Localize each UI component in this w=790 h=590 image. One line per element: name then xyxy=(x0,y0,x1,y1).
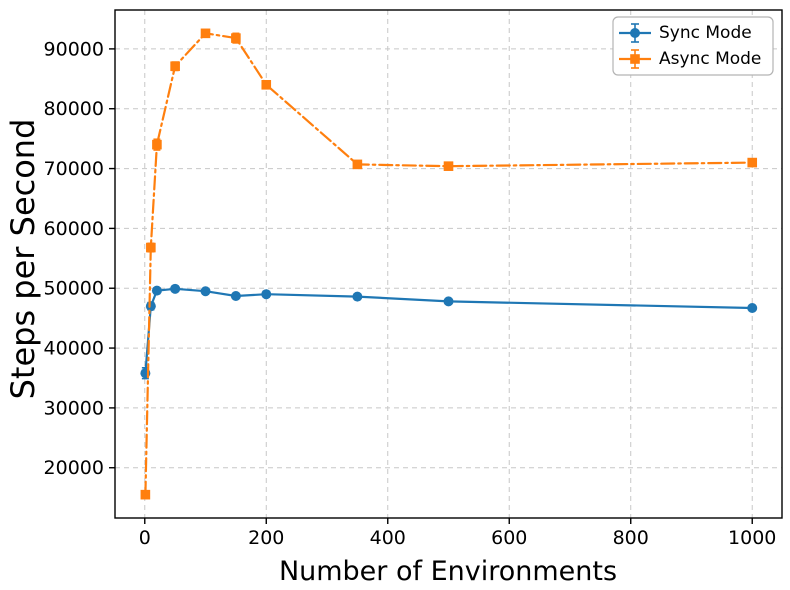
y-tick-label: 90000 xyxy=(44,38,104,60)
async-mode-marker xyxy=(231,33,241,43)
sync-mode-marker xyxy=(230,291,241,302)
plot-frame xyxy=(114,9,783,519)
y-axis-label: Steps per Second xyxy=(4,119,42,400)
sync-mode-marker xyxy=(261,289,272,300)
y-tick-label: 50000 xyxy=(44,278,104,300)
x-tick-label: 1000 xyxy=(728,527,776,549)
legend-box xyxy=(612,16,774,76)
sync-mode-marker xyxy=(443,296,454,307)
y-tick-label: 60000 xyxy=(44,218,104,240)
async-mode-marker xyxy=(170,61,180,72)
y-tick-label: 80000 xyxy=(44,98,104,120)
async-mode-line xyxy=(144,32,754,496)
x-tick-label: 800 xyxy=(613,527,649,549)
sync-mode-marker xyxy=(200,286,211,297)
legend-label-sync: Sync Mode xyxy=(659,23,752,43)
y-tick-label: 30000 xyxy=(44,397,104,419)
async-mode-marker xyxy=(140,489,151,500)
async-mode-marker xyxy=(443,161,454,171)
async-mode-marker xyxy=(352,159,363,170)
legend-label-async: Async Mode xyxy=(659,49,761,69)
async-marker-icon xyxy=(630,54,640,64)
x-tick-label: 0 xyxy=(139,527,151,549)
x-tick-label: 400 xyxy=(370,527,406,549)
x-axis-label: Number of Environments xyxy=(279,556,617,587)
async-mode-marker xyxy=(146,242,156,253)
y-tick-label: 40000 xyxy=(44,338,104,360)
plot-area: 0 200 400 600 800 1000 20000 30000 40000 50000 600… xyxy=(44,10,782,549)
legend: Sync Mode Async Mode xyxy=(612,16,774,76)
x-tick-label: 200 xyxy=(248,527,284,549)
sync-marker-icon xyxy=(630,28,640,38)
y-tick-label: 20000 xyxy=(44,457,104,479)
sync-mode-marker xyxy=(151,285,162,296)
sync-mode-marker xyxy=(747,302,758,313)
legend-entry-sync-mode: Sync Mode xyxy=(619,23,752,43)
async-mode-marker xyxy=(747,157,758,168)
async-mode-marker xyxy=(261,79,272,90)
sync-mode-marker xyxy=(352,291,363,302)
sync-mode-line xyxy=(144,287,754,375)
legend-entry-async-mode: Async Mode xyxy=(619,49,761,69)
async-mode-marker xyxy=(152,139,162,150)
sync-mode-marker xyxy=(170,283,181,294)
y-tick-label: 70000 xyxy=(44,158,104,180)
x-tick-label: 600 xyxy=(491,527,527,549)
sync-mode-marker xyxy=(145,301,156,312)
async-mode-marker xyxy=(200,28,211,39)
